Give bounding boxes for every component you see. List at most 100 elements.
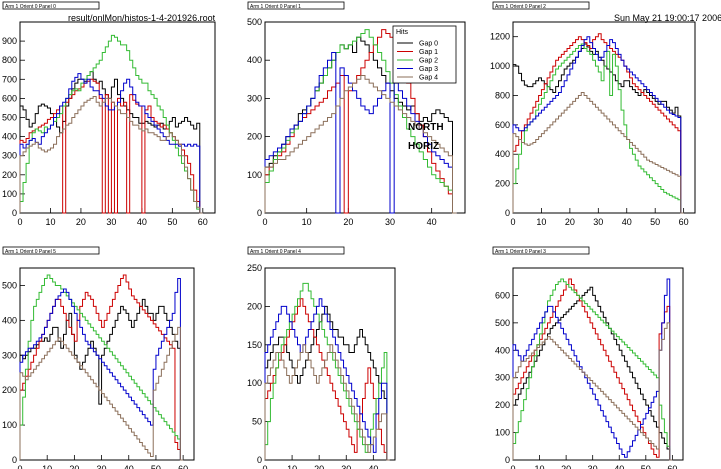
y-tick-label: 400 bbox=[495, 149, 510, 159]
y-tick-label: 100 bbox=[247, 170, 262, 180]
x-tick-label: 0 bbox=[510, 464, 515, 469]
y-tick-label: 400 bbox=[2, 315, 17, 325]
histogram-panel-5: Arm 1 Orient 0 Panel 30 10 20 30 40 50 6001002… bbox=[492, 246, 684, 469]
x-tick-label: 0 bbox=[262, 217, 267, 227]
y-tick-label: 200 bbox=[247, 301, 262, 311]
x-tick-label: 20 bbox=[565, 217, 575, 227]
histogram-line bbox=[264, 52, 457, 214]
x-tick-label: 0 bbox=[17, 464, 22, 469]
x-tick-label: 40 bbox=[124, 464, 134, 469]
histogram-line bbox=[19, 298, 184, 461]
histogram-line bbox=[264, 29, 457, 214]
y-tick-label: 200 bbox=[2, 385, 17, 395]
x-tick-label: 30 bbox=[593, 217, 603, 227]
y-tick-label: 800 bbox=[2, 55, 17, 65]
x-tick-label: 40 bbox=[614, 464, 624, 469]
x-tick-label: 10 bbox=[42, 464, 52, 469]
y-tick-label: 0 bbox=[12, 208, 17, 218]
panel-title: Arm 1 Orient 0 Panel 0 bbox=[5, 4, 56, 10]
region-label-horiz: HORIZ bbox=[408, 141, 440, 152]
plot-frame bbox=[264, 21, 466, 214]
x-tick-label: 10 bbox=[302, 217, 312, 227]
histogram-line bbox=[512, 36, 684, 214]
y-tick-label: 100 bbox=[495, 428, 510, 438]
file-path-label: result/onlMon/histos-1-4-201926.root bbox=[68, 13, 216, 23]
x-tick-label: 40 bbox=[622, 217, 632, 227]
histogram-panel-0: Arm 1 Orient 0 Panel 00 10 20 30 40 50 6001002… bbox=[2, 1, 216, 227]
y-tick-label: 100 bbox=[247, 378, 262, 388]
y-tick-label: 600 bbox=[495, 290, 510, 300]
x-tick-label: 20 bbox=[76, 217, 86, 227]
y-tick-label: 0 bbox=[257, 455, 262, 465]
panel-title-box bbox=[492, 246, 590, 255]
legend-entry: Gap 2 bbox=[419, 58, 438, 65]
x-tick-label: 30 bbox=[97, 464, 107, 469]
histogram-panel-4: Arm 1 Orient 0 Panel 4 0 10 20 30 40 0 50 100 150… bbox=[247, 246, 396, 469]
x-tick-label: 50 bbox=[151, 464, 161, 469]
y-tick-label: 300 bbox=[2, 350, 17, 360]
histogram-line bbox=[512, 33, 684, 214]
histogram-line bbox=[512, 43, 684, 214]
y-tick-label: 500 bbox=[495, 318, 510, 328]
region-label-north: NORTH bbox=[408, 122, 444, 133]
panel-title: Arm 1 Orient 0 Panel 1 bbox=[250, 4, 301, 10]
plot-frame bbox=[512, 21, 696, 214]
y-tick-label: 0 bbox=[505, 208, 510, 218]
x-tick-label: 50 bbox=[167, 217, 177, 227]
legend-box bbox=[392, 25, 457, 84]
x-tick-label: 20 bbox=[561, 464, 571, 469]
y-tick-label: 500 bbox=[247, 17, 262, 27]
panel-title-box bbox=[247, 246, 345, 255]
y-tick-label: 300 bbox=[247, 93, 262, 103]
y-tick-label: 400 bbox=[2, 132, 17, 142]
histogram-line bbox=[512, 43, 684, 214]
y-tick-label: 0 bbox=[257, 208, 262, 218]
x-tick-label: 10 bbox=[45, 217, 55, 227]
x-tick-label: 10 bbox=[535, 464, 545, 469]
panel-title-box bbox=[492, 1, 590, 10]
legend-entry: Gap 3 bbox=[419, 66, 438, 73]
panel-title: Arm 1 Orient 0 Panel 4 bbox=[250, 249, 301, 255]
x-tick-label: 20 bbox=[343, 217, 353, 227]
legend-title: Hits bbox=[396, 29, 409, 36]
y-tick-label: 100 bbox=[2, 420, 17, 430]
x-tick-label: 60 bbox=[679, 217, 689, 227]
x-tick-label: 40 bbox=[137, 217, 147, 227]
x-tick-label: 50 bbox=[650, 217, 660, 227]
histogram-line bbox=[19, 326, 184, 461]
histogram-line bbox=[19, 73, 203, 214]
y-tick-label: 300 bbox=[495, 373, 510, 383]
y-tick-label: 900 bbox=[2, 36, 17, 46]
panel-title-box bbox=[2, 1, 100, 10]
y-tick-label: 200 bbox=[495, 179, 510, 189]
x-tick-label: 60 bbox=[667, 464, 677, 469]
timestamp-label: Sun May 21 19:00:17 2006 bbox=[614, 13, 721, 23]
panel-title-box bbox=[247, 1, 345, 10]
y-tick-label: 200 bbox=[247, 132, 262, 142]
x-tick-label: 40 bbox=[427, 217, 437, 227]
y-tick-label: 1200 bbox=[490, 32, 510, 42]
legend-entry: Gap 1 bbox=[419, 49, 438, 56]
x-tick-label: 10 bbox=[287, 464, 297, 469]
y-tick-label: 500 bbox=[2, 113, 17, 123]
histogram-panel-1: Arm 1 Orient 0 Panel 10 10 20 30 40010020030… bbox=[247, 1, 466, 227]
y-tick-label: 200 bbox=[495, 400, 510, 410]
histogram-line bbox=[512, 286, 673, 461]
panel-title: Arm 1 Orient 0 Panel 5 bbox=[5, 249, 56, 255]
y-tick-label: 500 bbox=[2, 280, 17, 290]
y-tick-label: 800 bbox=[495, 90, 510, 100]
x-tick-label: 20 bbox=[69, 464, 79, 469]
y-tick-label: 400 bbox=[495, 345, 510, 355]
histogram-line bbox=[264, 298, 390, 461]
x-tick-label: 0 bbox=[17, 217, 22, 227]
plot-frame bbox=[264, 267, 396, 461]
x-tick-label: 40 bbox=[368, 464, 378, 469]
y-tick-label: 250 bbox=[247, 263, 262, 273]
histogram-line bbox=[264, 74, 457, 214]
legend-entry: Gap 0 bbox=[419, 41, 438, 48]
histogram-line bbox=[19, 274, 184, 461]
y-tick-label: 0 bbox=[12, 455, 17, 465]
histogram-line bbox=[512, 278, 673, 461]
